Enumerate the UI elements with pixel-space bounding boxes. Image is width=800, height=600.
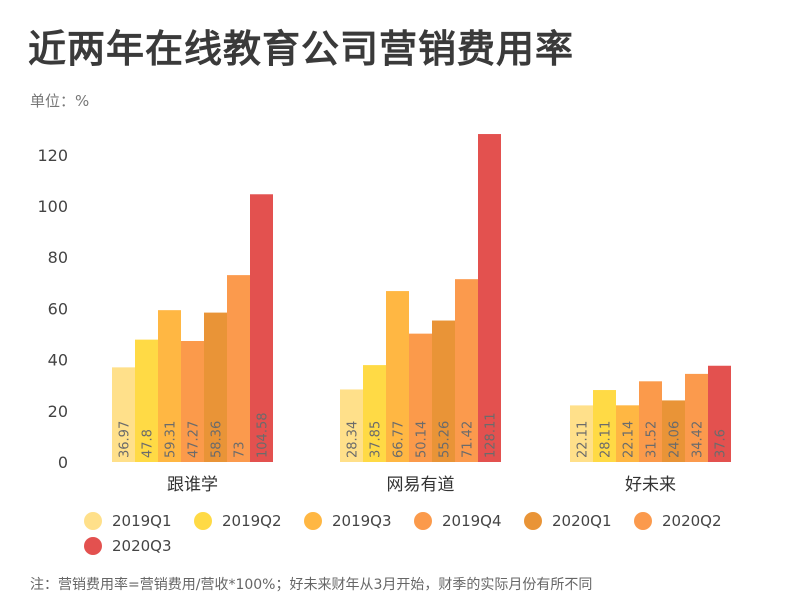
data-label: 50.14 [415, 421, 430, 458]
bar [616, 405, 639, 462]
y-tick-label: 40 [48, 351, 68, 370]
legend-item: 2019Q4 [414, 509, 502, 533]
legend-swatch [194, 512, 212, 530]
legend-swatch [414, 512, 432, 530]
data-label: 59.31 [164, 421, 179, 458]
x-tick-label: 跟谁学 [167, 475, 218, 495]
y-tick-label: 80 [48, 248, 68, 267]
y-axis: 0 20 40 60 80 100 120 [37, 146, 68, 472]
legend-swatch [524, 512, 542, 530]
legend-item: 2020Q3 [84, 534, 172, 558]
data-label: 28.11 [599, 421, 614, 458]
data-label: 37.6 [714, 429, 729, 458]
y-tick-label: 0 [58, 453, 68, 472]
unit-label: 单位：% [30, 92, 90, 110]
legend-item: 2019Q1 [84, 509, 172, 533]
bar [570, 405, 593, 462]
legend-label: 2020Q3 [112, 537, 172, 555]
y-tick-label: 20 [48, 402, 68, 421]
chart-title: 近两年在线教育公司营销费用率 [28, 27, 575, 71]
bar [409, 333, 432, 462]
bar [593, 390, 616, 462]
legend-label: 2019Q1 [112, 512, 172, 530]
legend-swatch [84, 537, 102, 555]
footnote: 注：营销费用率=营销费用/营收*100%；好未来财年从3月开始，财季的实际月份有… [30, 577, 593, 593]
data-label: 22.14 [622, 421, 637, 458]
legend-swatch [84, 512, 102, 530]
data-label: 73 [233, 441, 248, 458]
legend-label: 2019Q4 [442, 512, 502, 530]
bar [340, 389, 363, 462]
legend-item: 2020Q2 [634, 509, 722, 533]
legend-label: 2020Q1 [552, 512, 612, 530]
x-tick-label: 网易有道 [387, 475, 455, 495]
bar [227, 275, 250, 462]
bar [685, 373, 708, 462]
bar [135, 339, 158, 462]
data-label: 28.34 [346, 421, 361, 458]
data-label: 31.52 [645, 421, 660, 458]
data-label: 104.58 [256, 413, 271, 459]
y-tick-label: 120 [37, 146, 68, 165]
bar-group: 28.34 37.85 66.77 50.14 55.26 71.42 128.11 [340, 134, 501, 463]
legend-item: 2019Q2 [194, 509, 282, 533]
legend-swatch [304, 512, 322, 530]
legend-label: 2019Q3 [332, 512, 392, 530]
bar [158, 310, 181, 462]
bar [478, 134, 501, 463]
legend-swatch [634, 512, 652, 530]
bar [708, 365, 731, 462]
data-label: 47.27 [187, 421, 202, 458]
bar [112, 367, 135, 462]
data-label: 36.97 [118, 421, 133, 458]
data-label: 55.26 [438, 421, 453, 458]
y-tick-label: 60 [48, 299, 68, 318]
data-label: 22.11 [576, 421, 591, 458]
bar-group: 36.97 47.8 59.31 47.27 58.36 73 104.58 [112, 194, 273, 462]
data-label: 37.85 [369, 421, 384, 458]
bar-group: 22.11 28.11 22.14 31.52 24.06 34.42 37.6 [570, 365, 731, 462]
legend-label: 2019Q2 [222, 512, 282, 530]
bar [386, 291, 409, 462]
legend-item: 2019Q3 [304, 509, 392, 533]
bar [432, 320, 455, 462]
data-label: 66.77 [392, 421, 407, 458]
y-tick-label: 100 [37, 197, 68, 216]
bar [181, 340, 204, 462]
data-label: 58.36 [210, 421, 225, 458]
x-axis: 跟谁学 网易有道 好未来 [167, 475, 676, 495]
legend-label: 2020Q2 [662, 512, 722, 530]
data-label: 34.42 [691, 421, 706, 458]
bar [639, 381, 662, 462]
legend-item: 2020Q1 [524, 509, 612, 533]
data-label: 71.42 [461, 421, 476, 458]
x-tick-label: 好未来 [625, 475, 676, 495]
bar [455, 279, 478, 462]
bar [363, 365, 386, 462]
bar [204, 312, 227, 462]
bar-groups: 36.97 47.8 59.31 47.27 58.36 73 104.58 28.34 37.… [112, 134, 731, 463]
data-label: 128.11 [484, 413, 499, 459]
bar [662, 400, 685, 462]
data-label: 47.8 [141, 429, 156, 458]
data-label: 24.06 [668, 421, 683, 458]
bar [250, 194, 273, 462]
